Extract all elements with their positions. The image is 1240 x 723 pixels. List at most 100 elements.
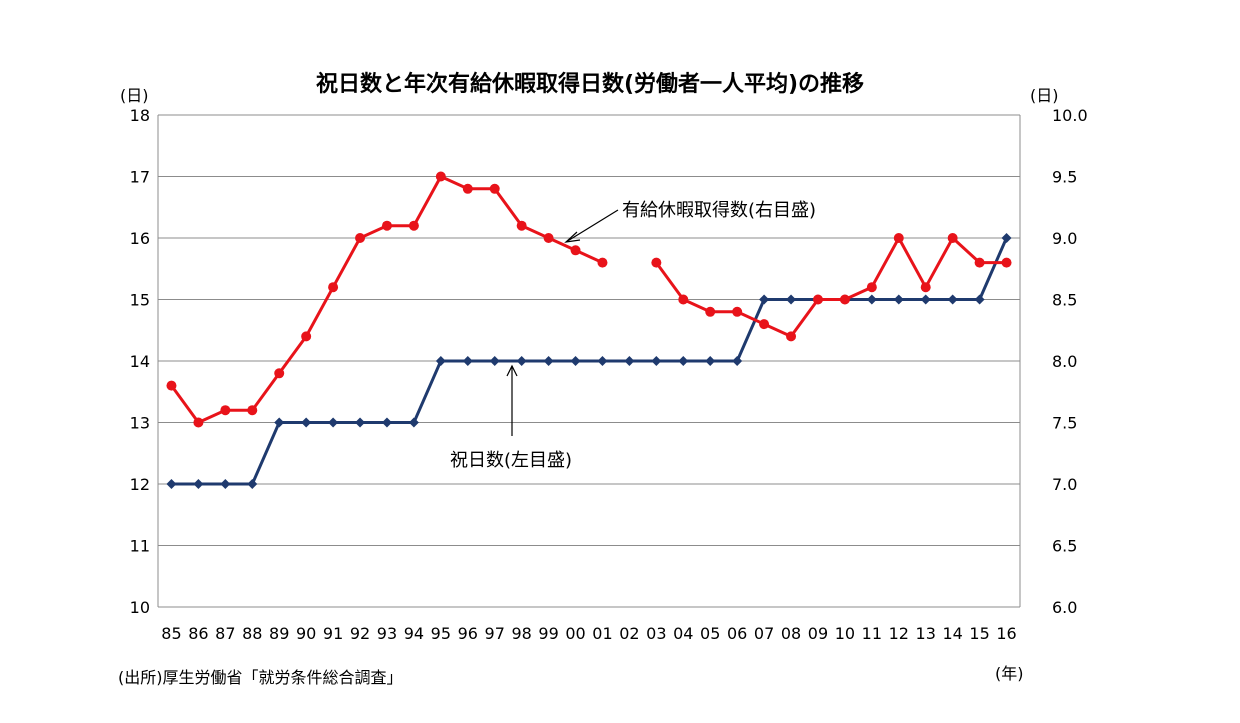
data-point bbox=[570, 245, 581, 256]
x-tick-label: 08 bbox=[781, 624, 801, 643]
right-tick-label: 8.5 bbox=[1052, 291, 1077, 310]
data-point bbox=[570, 356, 581, 366]
data-point bbox=[597, 356, 608, 366]
data-point bbox=[678, 356, 689, 366]
x-tick-label: 88 bbox=[242, 624, 262, 643]
series-layer bbox=[166, 171, 1012, 489]
x-tick-label: 90 bbox=[296, 624, 316, 643]
data-point bbox=[893, 233, 904, 243]
annotation-arrow-line bbox=[565, 209, 619, 243]
x-tick-label: 98 bbox=[511, 624, 531, 643]
x-tick-label: 15 bbox=[969, 624, 989, 643]
data-point bbox=[408, 417, 419, 428]
data-point bbox=[166, 479, 177, 489]
data-point bbox=[247, 405, 258, 416]
x-tick-label: 16 bbox=[996, 624, 1016, 643]
data-point bbox=[1001, 233, 1012, 243]
x-tick-label: 04 bbox=[673, 624, 693, 643]
data-point bbox=[301, 331, 312, 342]
data-point bbox=[786, 331, 797, 342]
right-tick-label: 6.0 bbox=[1052, 598, 1077, 617]
x-tick-label: 05 bbox=[700, 624, 720, 643]
legend-label-paid-leave: 有給休暇取得数(右目盛) bbox=[622, 200, 817, 221]
data-point bbox=[355, 233, 366, 243]
annotation-arrowhead bbox=[506, 364, 518, 377]
x-tick-label: 96 bbox=[458, 624, 478, 643]
x-axis-ticks: 85 86 87 88 89 90 91 92 93 94 95 96 97 98 99 00 01 02 03 04… bbox=[161, 624, 1016, 643]
data-point bbox=[274, 368, 285, 379]
data-point bbox=[947, 294, 958, 305]
data-point bbox=[974, 294, 985, 305]
left-tick-label: 11 bbox=[130, 537, 150, 556]
right-axis-ticks: 6.0 6.5 7.0 7.5 8.0 8.5 9.0 9.5 10.0 bbox=[1052, 106, 1088, 617]
series-line bbox=[655, 236, 1007, 338]
data-point bbox=[247, 479, 258, 489]
left-tick-label: 18 bbox=[130, 106, 150, 125]
source-note: (出所)厚生労働省「就労条件総合調査」 bbox=[118, 668, 403, 687]
data-point bbox=[866, 294, 877, 305]
data-point bbox=[166, 380, 177, 391]
left-tick-label: 13 bbox=[130, 414, 150, 433]
data-point bbox=[839, 294, 850, 305]
chart-title: 祝日数と年次有給休暇取得日数(労働者一人平均)の推移 bbox=[315, 72, 865, 97]
data-point bbox=[759, 319, 770, 330]
data-point bbox=[651, 257, 662, 268]
data-point bbox=[732, 356, 743, 366]
data-point bbox=[759, 294, 770, 305]
data-point bbox=[435, 171, 446, 182]
x-tick-label: 87 bbox=[215, 624, 235, 643]
x-tick-label: 12 bbox=[889, 624, 909, 643]
data-point bbox=[651, 356, 662, 366]
x-tick-label: 07 bbox=[754, 624, 774, 643]
data-point bbox=[462, 183, 473, 194]
data-point bbox=[974, 257, 985, 268]
data-point bbox=[516, 356, 527, 366]
left-tick-label: 15 bbox=[130, 291, 150, 310]
axes bbox=[157, 115, 1021, 608]
data-point bbox=[543, 233, 554, 243]
x-tick-label: 01 bbox=[592, 624, 612, 643]
data-point bbox=[920, 294, 931, 305]
data-point bbox=[274, 417, 285, 428]
x-tick-label: 11 bbox=[862, 624, 882, 643]
x-tick-label: 97 bbox=[485, 624, 505, 643]
x-tick-label: 94 bbox=[404, 624, 424, 643]
right-tick-label: 7.5 bbox=[1052, 414, 1077, 433]
data-point bbox=[543, 356, 554, 366]
data-point bbox=[381, 220, 392, 231]
data-point bbox=[893, 294, 904, 305]
data-point bbox=[220, 405, 231, 416]
right-tick-label: 9.5 bbox=[1052, 168, 1077, 187]
data-point bbox=[381, 417, 392, 428]
left-axis-unit: (日) bbox=[120, 86, 149, 105]
data-point bbox=[516, 220, 527, 231]
data-point bbox=[732, 306, 743, 317]
data-point bbox=[678, 294, 689, 305]
x-axis-unit: (年) bbox=[995, 664, 1024, 683]
x-tick-label: 00 bbox=[565, 624, 585, 643]
data-point bbox=[624, 356, 635, 366]
data-point bbox=[489, 183, 500, 194]
left-axis-ticks: 10 11 12 13 14 15 16 17 18 bbox=[130, 106, 150, 617]
x-tick-label: 92 bbox=[350, 624, 370, 643]
data-point bbox=[866, 282, 877, 293]
x-tick-label: 93 bbox=[377, 624, 397, 643]
data-point bbox=[1001, 257, 1012, 268]
left-tick-label: 10 bbox=[130, 598, 150, 617]
right-tick-label: 6.5 bbox=[1052, 537, 1077, 556]
data-point bbox=[328, 282, 339, 293]
data-point bbox=[408, 220, 419, 231]
grid-lines bbox=[158, 114, 1020, 546]
x-tick-label: 86 bbox=[188, 624, 208, 643]
data-point bbox=[947, 233, 958, 243]
data-point bbox=[328, 417, 339, 428]
data-point bbox=[435, 356, 446, 366]
x-tick-label: 99 bbox=[538, 624, 558, 643]
data-point bbox=[301, 417, 312, 428]
right-tick-label: 9.0 bbox=[1052, 229, 1077, 248]
right-tick-label: 8.0 bbox=[1052, 352, 1077, 371]
x-tick-label: 14 bbox=[942, 624, 962, 643]
data-point bbox=[597, 257, 608, 268]
left-tick-label: 12 bbox=[130, 475, 150, 494]
x-tick-label: 06 bbox=[727, 624, 747, 643]
